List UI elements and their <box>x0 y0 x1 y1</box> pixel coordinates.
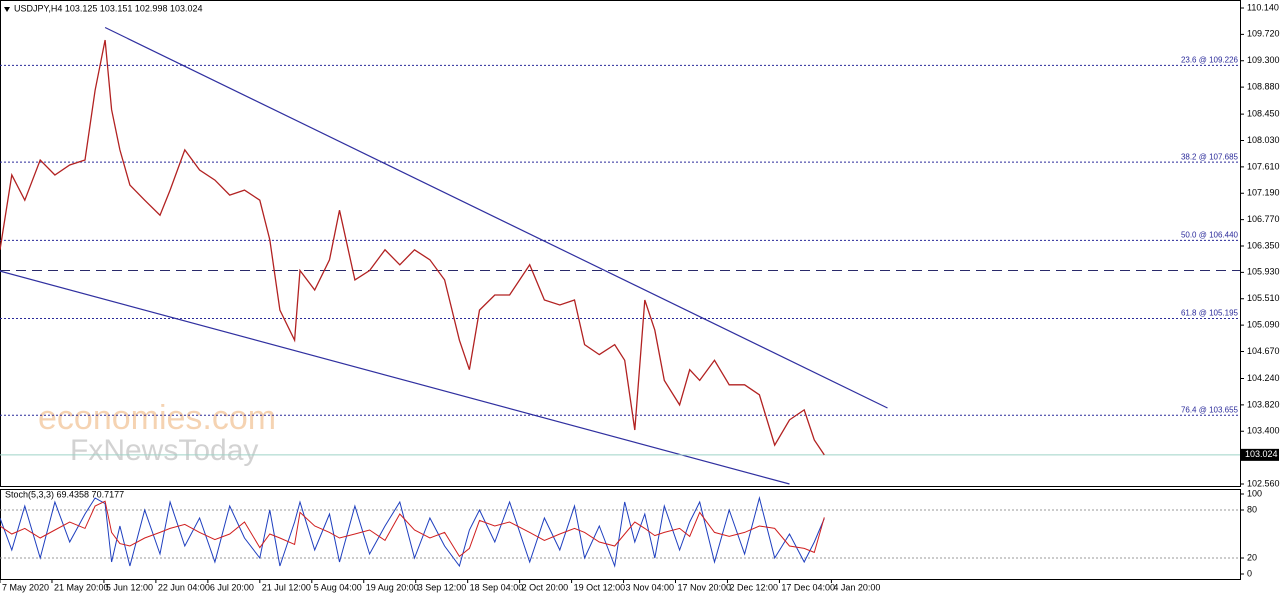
x-tick-label: 18 Sep 04:00 <box>470 582 524 592</box>
y-tick-label: 106.770 <box>1247 214 1280 224</box>
x-tick-label: 5 Aug 04:00 <box>314 582 362 592</box>
fib-label: 38.2 @ 107.685 <box>1181 152 1239 161</box>
y-tick-label: 100 <box>1247 488 1262 498</box>
y-tick-label: 107.610 <box>1247 161 1280 171</box>
y-tick-label: 20 <box>1247 552 1257 562</box>
x-tick-label: 4 Jan 20:00 <box>833 582 880 592</box>
x-tick-label: 2 Dec 12:00 <box>729 582 778 592</box>
x-tick-label: 7 May 2020 <box>2 582 49 592</box>
stoch-frame <box>0 489 1241 580</box>
y-tick-label: 104.670 <box>1247 346 1280 356</box>
y-tick-label: 104.240 <box>1247 373 1280 383</box>
y-tick-label: 102.560 <box>1247 478 1280 488</box>
y-tick-label: 103.400 <box>1247 426 1280 436</box>
x-tick-label: 17 Nov 20:00 <box>678 582 732 592</box>
y-tick-label: 0 <box>1247 568 1252 578</box>
y-tick-label: 106.350 <box>1247 240 1280 250</box>
last-price-label: 103.024 <box>1245 449 1278 459</box>
y-tick-label: 109.720 <box>1247 29 1280 39</box>
x-tick-label: 17 Dec 04:00 <box>781 582 835 592</box>
y-tick-label: 108.880 <box>1247 81 1280 91</box>
x-tick-label: 5 Jun 12:00 <box>106 582 153 592</box>
x-tick-label: 3 Nov 04:00 <box>626 582 675 592</box>
y-tick-label: 105.930 <box>1247 267 1280 277</box>
y-tick-label: 108.030 <box>1247 135 1280 145</box>
fib-label: 23.6 @ 109.226 <box>1181 56 1239 65</box>
y-tick-label: 80 <box>1247 504 1257 514</box>
x-tick-label: 21 May 20:00 <box>54 582 109 592</box>
y-tick-label: 103.820 <box>1247 399 1280 409</box>
last-price-box <box>1241 448 1279 461</box>
series-line <box>0 500 825 558</box>
y-tick-label: 105.090 <box>1247 319 1280 329</box>
y-tick-label: 105.510 <box>1247 293 1280 303</box>
x-tick-label: 21 Jul 12:00 <box>262 582 311 592</box>
chart-title: USDJPY,H4 103.125 103.151 102.998 103.02… <box>14 3 203 13</box>
y-tick-label: 107.190 <box>1247 188 1280 198</box>
series-line <box>0 496 825 568</box>
x-tick-label: 22 Jun 04:00 <box>158 582 210 592</box>
x-tick-label: 2 Oct 20:00 <box>522 582 569 592</box>
y-tick-label: 110.140 <box>1247 2 1279 12</box>
fib-label: 76.4 @ 103.655 <box>1181 405 1239 414</box>
x-tick-label: 19 Aug 20:00 <box>366 582 419 592</box>
channel-line <box>104 26 888 409</box>
fib-label: 50.0 @ 106.440 <box>1181 230 1239 239</box>
stoch-title: Stoch(5,3,3) 69.4358 70.7177 <box>5 489 124 499</box>
x-tick-label: 6 Jul 20:00 <box>210 582 254 592</box>
x-tick-label: 19 Oct 12:00 <box>574 582 626 592</box>
channel-line <box>0 270 790 485</box>
fib-label: 61.8 @ 105.195 <box>1181 309 1239 318</box>
price-line <box>0 39 825 456</box>
watermark: FxNewsToday <box>70 434 258 467</box>
y-tick-label: 108.450 <box>1247 109 1280 119</box>
x-tick-label: 3 Sep 12:00 <box>418 582 467 592</box>
y-tick-label: 109.300 <box>1247 55 1280 65</box>
symbol-marker <box>4 7 10 12</box>
watermark: economies.com <box>38 399 276 437</box>
